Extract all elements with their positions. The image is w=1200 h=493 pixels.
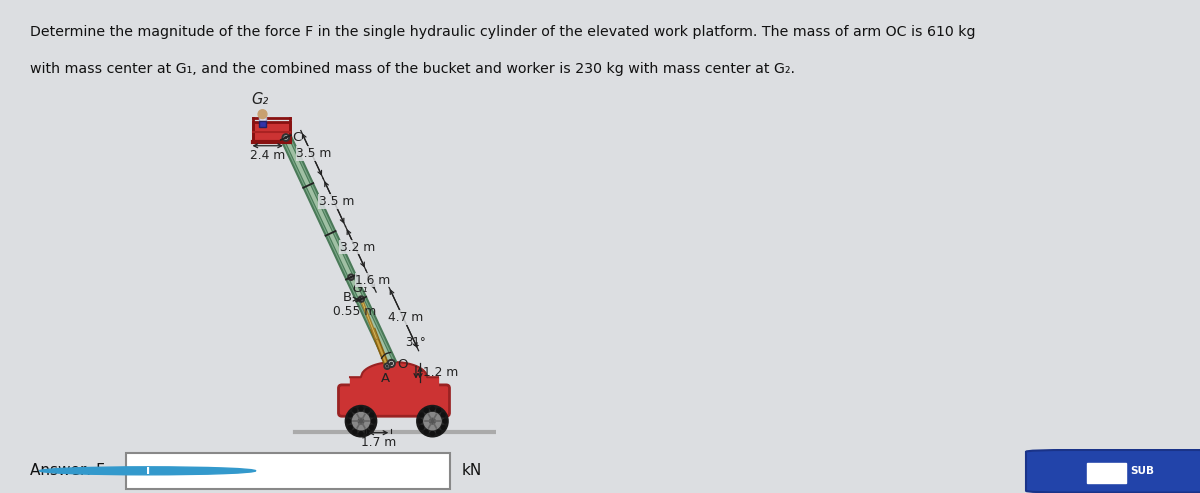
Circle shape [358,418,364,424]
Polygon shape [259,121,266,127]
Circle shape [359,431,362,435]
Circle shape [360,298,362,300]
Polygon shape [253,122,290,141]
Text: Answer: F =: Answer: F = [30,463,122,478]
Text: 31°: 31° [406,336,426,349]
Circle shape [282,134,289,141]
Text: i: i [145,464,150,477]
Text: 0.55 m: 0.55 m [334,305,377,317]
Circle shape [386,365,388,367]
Circle shape [353,413,370,430]
Circle shape [348,275,354,280]
Text: A: A [382,372,390,385]
Text: O: O [397,358,408,371]
Circle shape [347,407,376,435]
Circle shape [348,425,353,429]
Circle shape [372,419,376,423]
Circle shape [442,413,445,417]
Text: 3.2 m: 3.2 m [340,241,376,254]
Polygon shape [283,137,394,364]
Circle shape [430,418,436,424]
Circle shape [365,430,370,434]
Circle shape [424,413,442,430]
Text: Determine the magnitude of the force F in the single hydraulic cylinder of the e: Determine the magnitude of the force F i… [30,25,976,39]
Circle shape [431,431,434,435]
Circle shape [388,360,395,367]
Polygon shape [371,329,389,367]
Text: 3.5 m: 3.5 m [296,147,331,160]
Text: G₂: G₂ [251,92,269,107]
Circle shape [347,419,350,423]
Text: C: C [292,131,301,144]
Text: 1.2 m: 1.2 m [424,366,458,379]
Circle shape [431,407,434,411]
FancyBboxPatch shape [1026,450,1200,493]
Text: 2.4 m: 2.4 m [250,149,286,162]
Circle shape [353,430,356,434]
Text: with mass center at G₁, and the combined mass of the bucket and worker is 230 kg: with mass center at G₁, and the combined… [30,62,796,76]
Circle shape [384,363,390,369]
Circle shape [284,137,287,139]
Circle shape [420,425,424,429]
Circle shape [40,467,256,475]
Text: SUB: SUB [1130,466,1154,476]
Circle shape [353,409,356,412]
FancyBboxPatch shape [338,385,450,416]
Text: B: B [342,291,352,304]
Text: 1.6 m: 1.6 m [355,274,391,287]
Polygon shape [259,117,266,121]
Text: 4.7 m: 4.7 m [388,311,424,324]
Polygon shape [281,135,396,366]
Circle shape [258,110,266,118]
Circle shape [350,276,352,278]
Circle shape [425,409,428,412]
FancyBboxPatch shape [126,453,450,490]
Circle shape [370,425,373,429]
Polygon shape [360,299,378,340]
Text: 3.5 m: 3.5 m [319,195,354,208]
Text: G₁: G₁ [353,282,368,295]
Circle shape [443,419,446,423]
Circle shape [425,430,428,434]
Circle shape [390,362,392,365]
Circle shape [370,413,373,417]
FancyBboxPatch shape [1087,463,1126,483]
Text: kN: kN [462,463,482,478]
Circle shape [420,413,424,417]
Circle shape [442,425,445,429]
Text: 1.7 m: 1.7 m [361,436,396,449]
Circle shape [418,407,446,435]
Circle shape [348,413,353,417]
Circle shape [437,430,440,434]
Circle shape [437,409,440,412]
Circle shape [359,407,362,411]
Circle shape [359,296,364,302]
Circle shape [365,409,370,412]
Circle shape [418,419,422,423]
